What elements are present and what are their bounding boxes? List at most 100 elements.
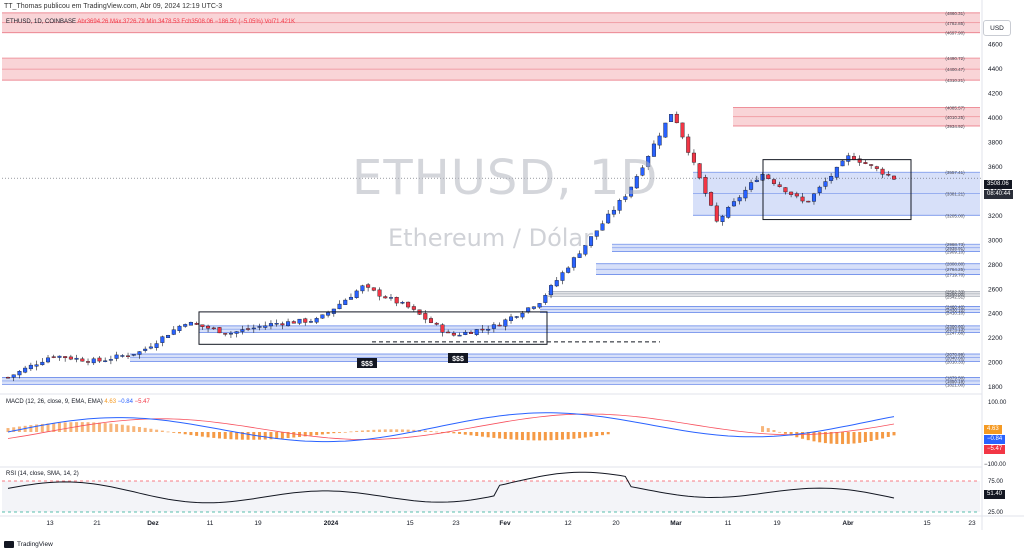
watermark-symbol: ETHUSD, 1D (352, 150, 659, 206)
x-tick-label: 19 (254, 520, 262, 527)
candle-body (411, 306, 416, 310)
macd-histogram-bar (429, 431, 433, 432)
macd-histogram-bar (395, 429, 399, 432)
macd-histogram-bar (63, 422, 67, 432)
macd-histogram-bar (778, 431, 782, 433)
zone-price-label: (2460.40) (945, 304, 965, 309)
candle-body (634, 176, 639, 189)
candle-body (74, 357, 79, 360)
macd-histogram-bar (92, 422, 96, 432)
macd-histogram-bar (538, 432, 542, 441)
candle-body (91, 358, 96, 364)
candle-body (669, 114, 674, 122)
macd-histogram-bar (97, 422, 101, 432)
x-tick-label: 11 (725, 520, 732, 527)
symbol-legend: ETHUSD, 1D, COINBASE Abr3694.26 Máx.3726… (6, 19, 295, 25)
rsi-label: RSI (14, close, SMA, 14, 2) (6, 471, 79, 477)
y-tick-label: 2400 (988, 311, 1003, 318)
currency-button[interactable]: USD (983, 20, 1011, 36)
x-tick-label: 13 (46, 520, 54, 527)
candle-body (63, 356, 68, 359)
macd-histogram-bar (835, 432, 839, 444)
macd-histogram-bar (6, 428, 10, 432)
candle-body (194, 323, 199, 325)
macd-histogram-bar (149, 428, 153, 432)
macd-histogram-bar (132, 426, 136, 432)
candle-body (97, 357, 102, 362)
candle-body (103, 360, 108, 362)
zone-price-label: (4490.72) (945, 56, 965, 61)
rsi-line (7, 471, 895, 504)
macd-histogram-bar (458, 432, 462, 434)
candle-body (720, 216, 725, 222)
macd-histogram-bar (378, 429, 382, 432)
macd-histogram-bar (829, 432, 833, 444)
macd-axis-label: −100.00 (984, 462, 1007, 468)
candle-body (623, 196, 628, 200)
macd-histogram-bar (172, 432, 176, 433)
liquidity-tag (448, 353, 468, 363)
x-tick-label: Mar (670, 520, 682, 527)
y-tick-label: 2000 (988, 360, 1003, 367)
x-tick-label: 15 (406, 520, 414, 527)
candle-body (326, 312, 331, 316)
candle-body (880, 168, 885, 175)
y-tick-label: 4600 (988, 42, 1003, 49)
macd-value-3: −5.47 (134, 399, 150, 405)
candle-body (640, 167, 645, 176)
macd-histogram-bar (280, 432, 284, 439)
zone-price-label: (1850.19) (945, 379, 965, 384)
range-box (762, 159, 912, 221)
candle-body (577, 253, 582, 258)
candle-body (663, 122, 668, 138)
candle-body (120, 355, 125, 357)
macd-histogram-bar (566, 432, 570, 440)
zone-price-label: (4782.85) (945, 21, 965, 26)
y-tick-label: 2800 (988, 262, 1003, 269)
macd-histogram-bar (195, 432, 199, 436)
rsi-value-label: 51.40 (984, 490, 1006, 499)
candle-body (480, 328, 485, 331)
candle-body (446, 331, 451, 334)
macd-histogram-bar (526, 432, 530, 441)
candle-body (308, 321, 313, 323)
candle-body (731, 201, 736, 207)
candle-body (160, 336, 165, 343)
candle-body (611, 209, 616, 215)
macd-histogram-bar (818, 432, 822, 443)
candle-body (406, 301, 411, 308)
macd-histogram-bar (143, 427, 147, 432)
candle-body (34, 364, 39, 367)
macd-histogram-bar (812, 432, 816, 442)
macd-histogram-bar (137, 426, 141, 432)
candle-body (754, 179, 759, 182)
macd-hist-label: 4.63 (984, 425, 1002, 434)
x-tick-label: Fev (499, 520, 511, 527)
candle-body (131, 354, 136, 356)
candle-body (680, 122, 685, 138)
macd-histogram-bar (881, 432, 885, 439)
candle-body (183, 324, 188, 327)
macd-histogram-bar (606, 432, 610, 435)
x-tick-label: Abr (842, 520, 854, 527)
macd-histogram-bar (12, 427, 16, 432)
macd-histogram-bar (823, 432, 827, 444)
watermark-description: Ethereum / Dólar (388, 224, 593, 252)
macd-histogram-bar (240, 432, 244, 440)
macd-histogram-bar (200, 432, 204, 437)
candle-body (86, 361, 91, 363)
macd-histogram-bar (166, 431, 170, 433)
x-tick-label: 21 (93, 520, 101, 527)
zone-price-label: (4010.25) (945, 115, 965, 120)
candle-body (537, 303, 542, 308)
macd-histogram-bar (29, 425, 33, 432)
symbol-line: ETHUSD, 1D, COINBASE (6, 19, 77, 25)
y-tick-label: 3200 (988, 213, 1003, 220)
candle-body (234, 331, 239, 334)
liquidity-tag-text: $$$ (361, 361, 373, 368)
macd-histogram-bar (572, 432, 576, 439)
candle-body (651, 143, 656, 157)
candle-body (811, 193, 816, 202)
